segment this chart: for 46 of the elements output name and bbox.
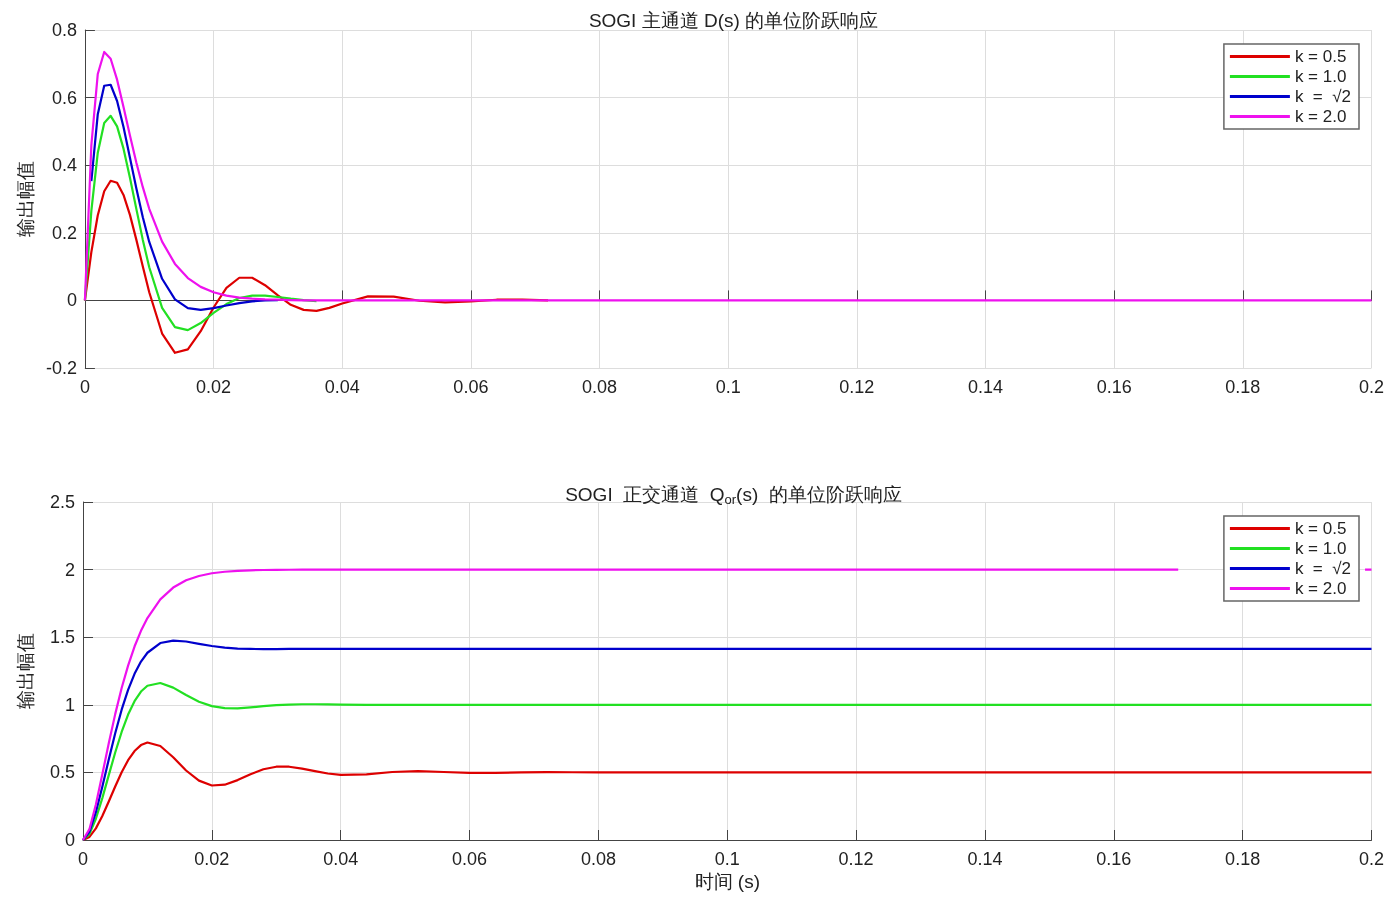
y-tick-label: 0.2 [51,222,77,243]
y-tick-label: 0.5 [49,762,75,783]
y-axis-title: 输出幅值 [15,633,36,709]
y-tick-label: 1 [64,694,75,715]
x-axis-title: 时间 (s) [694,871,760,892]
y-tick-label: 0.6 [51,87,77,108]
y-tick-label: 0.8 [51,20,77,40]
x-tick-label: 0.16 [1096,377,1132,397]
x-tick-label: 0.12 [838,849,874,869]
legend-label: k = 0.5 [1294,519,1347,538]
x-tick-label: 0.18 [1225,849,1261,869]
legend-label: k = 2.0 [1294,579,1347,598]
legend-label: k = 0.5 [1294,47,1347,66]
legend-label: k = 2.0 [1294,107,1347,126]
x-tick-label: 0.08 [580,849,616,869]
x-tick-label: 0.02 [196,377,232,397]
x-tick-label: 0 [79,377,90,397]
y-tick-label: 0 [64,830,75,850]
y-axis-title: 输出幅值 [15,161,36,237]
x-tick-label: 0.16 [1096,849,1132,869]
x-tick-label: 0.02 [194,849,230,869]
x-tick-label: 0.2 [1358,377,1384,397]
x-tick-label: 0.04 [323,849,359,869]
x-tick-label: 0.1 [715,377,741,397]
x-tick-label: 0.08 [582,377,618,397]
legend-label: k = 1.0 [1294,67,1347,86]
legend-label: k = √2 [1294,559,1351,578]
y-tick-label: 0.4 [51,155,77,176]
x-tick-label: 0.06 [453,377,489,397]
line-series [83,50,1373,302]
legend-label: k = √2 [1294,87,1351,106]
y-tick-label: 2 [64,559,75,580]
y-tick-label: -0.2 [45,358,77,378]
x-tick-label: 0.18 [1225,377,1261,397]
x-tick-label: 0.06 [452,849,488,869]
y-tick-label: 1.5 [49,627,75,648]
y-tick-label: 2.5 [49,492,75,512]
x-tick-label: 0.14 [967,849,1003,869]
x-tick-label: 0.14 [967,377,1004,397]
chart-title: SOGI 主通道 D(s) 的单位阶跃响应 [588,10,879,31]
x-tick-label: 0.12 [839,377,875,397]
x-tick-label: 0.04 [324,377,360,397]
y-tick-label: 0 [66,290,77,311]
x-tick-label: 0.2 [1358,849,1384,869]
x-tick-label: 0.1 [714,849,740,869]
legend-label: k = 1.0 [1294,539,1347,558]
